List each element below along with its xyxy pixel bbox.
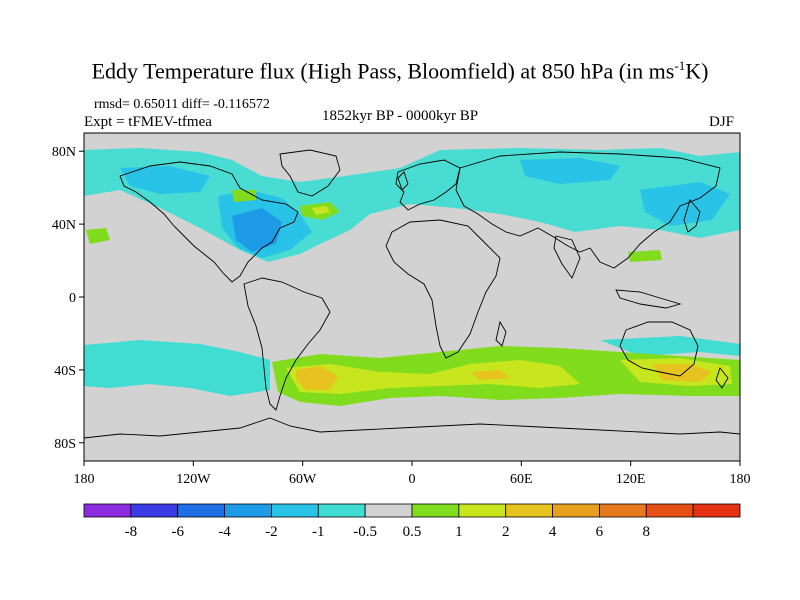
coast-asia bbox=[455, 151, 721, 269]
colorbar-label: -8 bbox=[125, 524, 138, 540]
lon-tick-label: 60W bbox=[289, 472, 317, 487]
colorbar-swatch bbox=[692, 503, 741, 518]
colorbar-label: 0.5 bbox=[403, 524, 422, 540]
colorbar-swatch bbox=[411, 503, 460, 518]
coast-japan bbox=[683, 199, 701, 233]
nh-blue-patch-pacific bbox=[120, 166, 210, 194]
colorbar-label: 4 bbox=[549, 524, 557, 540]
coast-north-america bbox=[119, 161, 299, 283]
colorbar-label: -2 bbox=[265, 524, 278, 540]
colorbar-label: 6 bbox=[596, 524, 604, 540]
colorbar-label: -4 bbox=[218, 524, 231, 540]
lon-tick-label: 180 bbox=[74, 472, 95, 487]
coast-uk bbox=[397, 171, 409, 191]
lon-tick-label: 180 bbox=[730, 472, 751, 487]
colorbar-swatch bbox=[83, 503, 132, 518]
lat-tick-label: 80S bbox=[54, 437, 76, 452]
colorbar-swatch bbox=[645, 503, 694, 518]
colorbar-label: -6 bbox=[171, 524, 184, 540]
coast-indonesia bbox=[615, 289, 682, 309]
coast-new-zealand bbox=[715, 367, 729, 389]
sh-light-cyan-indian bbox=[600, 336, 740, 356]
colorbar-swatch bbox=[552, 503, 600, 518]
coast-antarctica bbox=[84, 417, 740, 439]
coast-australia bbox=[619, 321, 699, 377]
title-end: K) bbox=[685, 58, 709, 84]
lat-tick-label: 40N bbox=[52, 218, 76, 233]
nh-green-patch-greenland bbox=[232, 190, 256, 202]
coast-south-america bbox=[243, 277, 331, 411]
sh-yellow-storm-track bbox=[286, 360, 580, 394]
coast-europe bbox=[395, 159, 461, 211]
colorbar-label: -1 bbox=[312, 524, 325, 540]
colorbar-swatch bbox=[599, 503, 647, 518]
nh-blue-patch-eurasia bbox=[520, 158, 620, 184]
lat-tick-label: 40S bbox=[54, 364, 76, 379]
coast-india bbox=[553, 235, 581, 279]
nh-green-patch-westpacific bbox=[86, 228, 110, 244]
coastlines bbox=[84, 149, 740, 439]
nh-yellow-patch-atlantic bbox=[312, 206, 330, 215]
lon-tick-label: 60E bbox=[510, 472, 533, 487]
nh-core-america bbox=[232, 208, 282, 252]
colorbar-swatch bbox=[458, 503, 507, 518]
lat-tick-label: 0 bbox=[69, 291, 76, 306]
period-label: 1852kyr BP - 0000kyr BP bbox=[322, 108, 479, 124]
sh-orange-indian bbox=[470, 370, 510, 380]
coast-africa bbox=[385, 219, 501, 359]
experiment-label: Expt = tFMEV-tfmea bbox=[84, 114, 212, 130]
sh-orange-atlantic bbox=[296, 366, 338, 390]
lon-tick-label: 120W bbox=[176, 472, 211, 487]
lon-tick-label: 0 bbox=[409, 472, 416, 487]
title-main: Eddy Temperature flux (High Pass, Bloomf… bbox=[91, 58, 675, 84]
colorbar-swatch bbox=[505, 503, 553, 518]
colorbar-label: 2 bbox=[502, 524, 510, 540]
sh-orange-australia bbox=[652, 364, 712, 382]
title-exponent: -1 bbox=[674, 58, 686, 73]
colorbar-swatch bbox=[364, 503, 413, 518]
colorbar-swatch bbox=[317, 503, 366, 518]
colorbar-swatch bbox=[177, 503, 225, 518]
coast-greenland bbox=[279, 149, 341, 197]
colorbar-swatch bbox=[224, 503, 272, 518]
colorbar-swatch bbox=[271, 503, 319, 518]
colorbar: -8 -6 -4 -2 -1 -0.5 0.5 1 2 4 6 8 bbox=[83, 503, 741, 540]
sh-light-cyan-band bbox=[84, 340, 270, 396]
colorbar-swatch bbox=[130, 503, 179, 518]
colorbar-label: -0.5 bbox=[353, 524, 377, 540]
season-label: DJF bbox=[709, 114, 735, 130]
figure-title: Eddy Temperature flux (High Pass, Bloomf… bbox=[0, 58, 800, 84]
lon-tick-label: 120E bbox=[616, 472, 646, 487]
coast-madagascar bbox=[495, 320, 507, 347]
colorbar-label: 8 bbox=[643, 524, 651, 540]
colorbar-label: 1 bbox=[455, 524, 463, 540]
stats-label: rmsd= 0.65011 diff= -0.116572 bbox=[94, 97, 270, 112]
longitude-axis: 180 120W 60W 0 60E 120E 180 bbox=[74, 461, 751, 487]
nh-green-patch-asia bbox=[628, 250, 662, 262]
latitude-axis: 80N 40N 0 40S 80S bbox=[52, 145, 84, 452]
flux-field bbox=[84, 148, 740, 439]
lat-tick-label: 80N bbox=[52, 145, 76, 160]
